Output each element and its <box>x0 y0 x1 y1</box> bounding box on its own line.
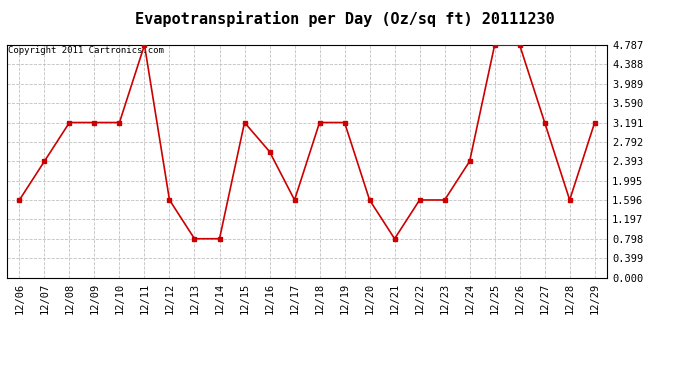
Text: Copyright 2011 Cartronics.com: Copyright 2011 Cartronics.com <box>8 46 164 55</box>
Text: Evapotranspiration per Day (Oz/sq ft) 20111230: Evapotranspiration per Day (Oz/sq ft) 20… <box>135 11 555 27</box>
